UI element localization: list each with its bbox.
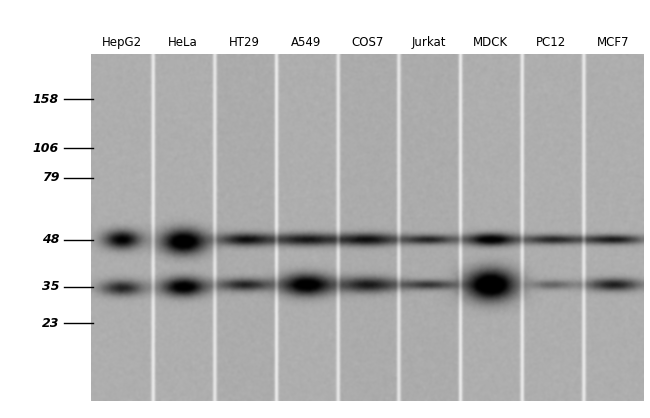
Text: MCF7: MCF7 (597, 36, 629, 49)
Text: 35: 35 (42, 280, 59, 293)
Text: A549: A549 (291, 36, 321, 49)
Text: Jurkat: Jurkat (411, 36, 446, 49)
Text: 106: 106 (33, 142, 59, 155)
Text: HeLa: HeLa (168, 36, 198, 49)
Text: COS7: COS7 (351, 36, 383, 49)
Text: HepG2: HepG2 (101, 36, 142, 49)
Text: 79: 79 (42, 171, 59, 184)
Text: HT29: HT29 (229, 36, 260, 49)
Text: 48: 48 (42, 233, 59, 247)
Text: PC12: PC12 (536, 36, 567, 49)
Text: MDCK: MDCK (473, 36, 508, 49)
Text: 23: 23 (42, 317, 59, 330)
Text: 158: 158 (33, 93, 59, 106)
